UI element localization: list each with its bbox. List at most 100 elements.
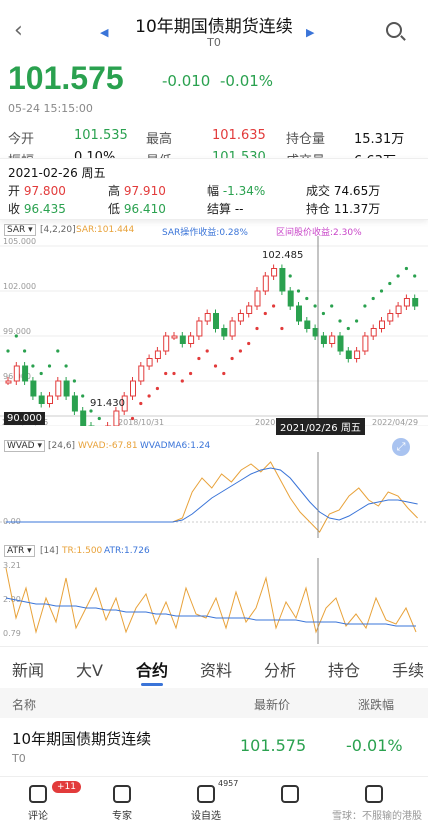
wvadma-value: WVADMA6:1.24 [140, 441, 211, 451]
sar-dot [72, 379, 76, 383]
item-name: 10年期国债期货连续 [12, 730, 152, 748]
stat-label: 今开 [8, 132, 35, 147]
sar-dot [263, 311, 267, 316]
sar-dot [371, 296, 375, 301]
comment-badge: +11 [52, 781, 81, 793]
tab-news[interactable]: 新闻 [12, 661, 45, 680]
y-tick-label: 99.000 [3, 327, 31, 336]
sar-dot [313, 304, 317, 308]
sar-dot [321, 311, 325, 316]
tab-position[interactable]: 持仓 [328, 661, 361, 680]
kline-chart[interactable]: 105.000102.00099.00096.00093.0002017/01/… [0, 236, 428, 426]
sar-dot [197, 356, 201, 361]
item-chg: -0.01% [346, 736, 403, 755]
candle [329, 335, 336, 344]
popup-amp: -1.34% [222, 184, 266, 198]
y-tick-label: 105.000 [3, 237, 36, 246]
popup-label: 收 [8, 202, 21, 216]
candle [5, 380, 12, 384]
sar-dot [355, 319, 359, 323]
watermark: 雪球：不服输的港股 [332, 811, 422, 822]
sar-dot [338, 319, 342, 323]
popup-close: 96.435 [23, 202, 66, 216]
stat-value: 101.635 [212, 128, 266, 143]
comment-button[interactable]: 评论 [8, 785, 68, 822]
candle [287, 290, 294, 307]
sar-dot [64, 364, 68, 368]
sar-dot [14, 334, 18, 338]
min-label: 91.430 [90, 398, 125, 409]
sar-dot [205, 349, 209, 353]
tab-profile[interactable]: 资料 [200, 661, 233, 680]
trade-button[interactable] [260, 785, 320, 807]
max-label: 102.485 [262, 250, 303, 261]
sar-dot [31, 364, 35, 368]
col-name: 名称 [12, 698, 37, 712]
menu-button[interactable] [344, 785, 404, 807]
candle [354, 350, 361, 359]
stat-label: 持仓量 [286, 132, 326, 147]
next-arrow-icon[interactable]: ▶ [306, 26, 315, 39]
tab-fee[interactable]: 手续 [392, 661, 425, 680]
sar-dot [213, 364, 218, 368]
sar-dot [346, 326, 350, 331]
watch-icon [197, 785, 215, 803]
cursor-date: 2021/02/26 周五 [276, 418, 365, 435]
quote-time: 05-24 15:15:00 [8, 102, 93, 115]
price-change: -0.010 [162, 72, 211, 90]
atr-tick-label: 3.21 [3, 561, 21, 570]
search-icon[interactable] [386, 22, 402, 38]
tab-contract[interactable]: 合约 [136, 661, 169, 680]
sar-dot [288, 274, 292, 278]
stat-value: 15.31万 [354, 132, 405, 147]
tab-bigv[interactable]: 大V [76, 661, 103, 680]
candle [320, 335, 327, 344]
candle [229, 320, 236, 337]
sar-dot [56, 349, 60, 353]
candle [47, 395, 53, 404]
x-tick-label: 2020 [255, 418, 275, 426]
indicator-select[interactable]: SAR ▾ [4, 224, 36, 236]
atr-select[interactable]: ATR ▾ [4, 545, 35, 557]
back-icon[interactable]: ‹ [14, 18, 23, 43]
expand-icon[interactable]: ⤢ [392, 438, 410, 456]
heart-icon [113, 785, 131, 803]
watchlist-button[interactable]: 设自选 [176, 785, 236, 822]
candle [179, 335, 186, 344]
wvad-select[interactable]: WVAD ▾ [4, 440, 45, 452]
y-tick-label: 102.000 [3, 282, 36, 291]
candle [279, 268, 286, 292]
candle [196, 320, 203, 337]
sar-dot [379, 289, 384, 293]
candle [254, 290, 261, 307]
candle [246, 305, 253, 314]
sar-dot [396, 274, 400, 278]
candle [204, 313, 211, 322]
expert-button[interactable]: 专家 [92, 785, 152, 822]
wvad-value: WVAD:-67.81 [78, 441, 138, 451]
sar-dot [97, 416, 101, 421]
sar-dot [180, 379, 184, 383]
col-chg: 涨跌幅 [358, 698, 395, 712]
tab-analysis[interactable]: 分析 [264, 661, 297, 680]
sar-dot [155, 386, 159, 391]
prev-arrow-icon[interactable]: ◀ [100, 26, 109, 39]
list-header: 名称 最新价 涨跌幅 [0, 688, 428, 718]
comment-icon [29, 785, 47, 803]
stat-label: 最高 [146, 132, 173, 147]
stat-value: 101.535 [74, 128, 128, 143]
popup-label: 低 [108, 202, 121, 216]
candle [362, 335, 369, 352]
sar-dot [139, 401, 143, 406]
sar-value: SAR:101.444 [76, 225, 135, 235]
popup-label: 开 [8, 184, 21, 198]
wvad-chart: 0.00 [0, 452, 428, 538]
candle [80, 410, 87, 426]
list-item[interactable]: 10年期国债期货连续 T0 101.575 -0.01% [0, 720, 428, 776]
candle [71, 395, 78, 412]
sar-dot [388, 281, 392, 286]
menu-icon [365, 785, 383, 803]
last-price: 101.575 [8, 60, 124, 96]
price-change-pct: -0.01% [220, 72, 274, 90]
atr-tick-label: 0.79 [3, 629, 21, 638]
